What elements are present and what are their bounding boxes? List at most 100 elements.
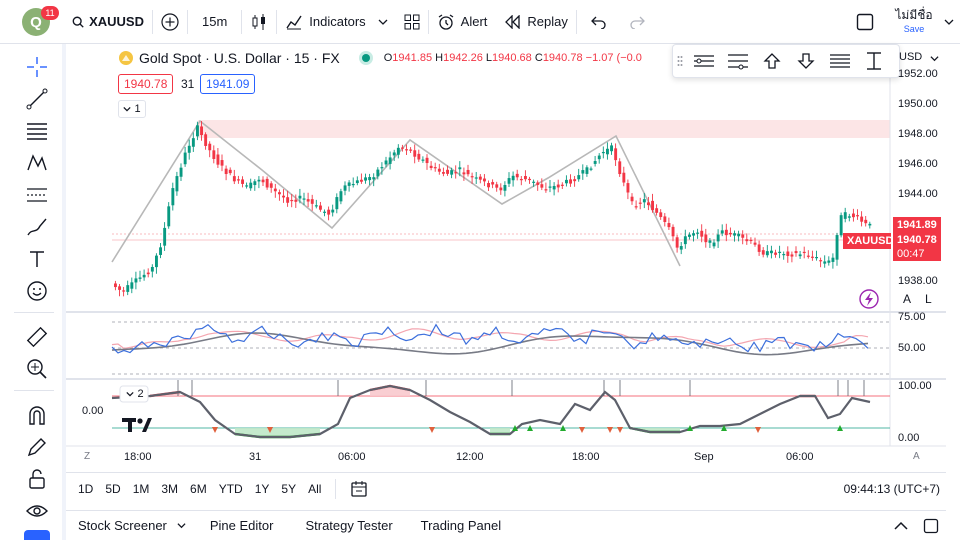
candle-body (360, 179, 363, 182)
emoji-tool[interactable] (22, 276, 52, 306)
forecast-tool[interactable] (22, 180, 52, 210)
candle-body (794, 251, 798, 254)
lock-drawings-tool[interactable] (22, 464, 52, 494)
candle-body (569, 179, 572, 184)
fib-tool[interactable] (22, 116, 52, 146)
period-6m[interactable]: 6M (190, 481, 207, 496)
magnet-tool[interactable] (22, 400, 52, 430)
goto-date-button[interactable] (344, 477, 374, 501)
currency-label[interactable]: USD (899, 51, 923, 63)
bid-price-button[interactable]: 1940.78 (118, 74, 174, 94)
price-range-button[interactable] (857, 46, 891, 76)
pattern-tool[interactable] (22, 148, 52, 178)
tab-trading-panel[interactable]: Trading Panel (409, 511, 513, 540)
time-tick-label: 18:00 (572, 451, 600, 463)
zoom-tool[interactable] (22, 354, 52, 384)
crosshair-tool[interactable] (22, 52, 52, 82)
parallel-lines-button[interactable] (823, 46, 857, 76)
clock-timezone[interactable]: 09:44:13 (UTC+7) (843, 481, 940, 496)
brush-tool[interactable] (22, 212, 52, 242)
object-tree-button[interactable] (24, 530, 50, 540)
stay-drawing-tool[interactable] (22, 432, 52, 462)
candle-body (405, 149, 408, 151)
redo-button[interactable] (621, 0, 653, 44)
range-lines-button[interactable] (721, 46, 755, 76)
symbol-search[interactable]: XAUUSD (64, 0, 152, 44)
chevron-down-icon[interactable] (930, 54, 939, 63)
trendline-tool[interactable] (22, 84, 52, 114)
price-pane[interactable] (66, 44, 946, 312)
chart-type-button[interactable] (242, 0, 276, 44)
indicators-button[interactable]: Indicators (277, 0, 395, 44)
ask-price-button[interactable]: 1941.09 (200, 74, 256, 94)
chart-canvas[interactable] (66, 44, 946, 472)
close-label: C (534, 52, 543, 64)
candle-body (839, 215, 843, 236)
drawing-toolbar (0, 44, 66, 540)
lightning-icon[interactable] (859, 289, 879, 309)
period-1d[interactable]: 1D (78, 481, 94, 496)
text-tool[interactable] (22, 244, 52, 274)
resistance-zone[interactable] (198, 120, 890, 138)
avatar-letter: Q (30, 13, 42, 31)
auto-scale-button[interactable]: A (903, 292, 912, 306)
tab-strategy-tester[interactable]: Strategy Tester (293, 511, 404, 540)
candle-body (376, 169, 380, 177)
floating-toolbar[interactable] (672, 44, 900, 78)
chevron-down-icon[interactable] (944, 17, 954, 27)
horizontal-lines-button[interactable] (687, 46, 721, 76)
hide-drawings-tool[interactable] (22, 496, 52, 526)
fullscreen-button[interactable] (840, 0, 890, 44)
period-5d[interactable]: 5D (105, 481, 121, 496)
search-icon (72, 16, 84, 28)
interval-button[interactable]: 15m (202, 14, 228, 29)
replay-button[interactable]: Replay (495, 0, 575, 44)
osc2-collapse-button[interactable] (119, 385, 149, 403)
maximize-panel-button[interactable] (916, 518, 946, 534)
arrow-up-button[interactable] (755, 46, 789, 76)
symbol-legend[interactable]: Gold Spot · U.S. Dollar · 15 · FX O1941.… (118, 50, 642, 66)
ruler-tool[interactable] (22, 322, 52, 352)
candle-body (392, 152, 396, 156)
oscillator-pane-2[interactable] (111, 380, 890, 439)
period-all[interactable]: All (308, 481, 322, 496)
period-ytd[interactable]: YTD (218, 481, 243, 496)
candle-body (577, 175, 581, 180)
layout-name-save[interactable]: ไม่มีชื่อ Save (890, 8, 938, 36)
candle-body (823, 261, 827, 264)
layouts-button[interactable] (396, 0, 428, 44)
osc2-tick-label: 0.00 (898, 432, 920, 444)
tab-stock-screener[interactable]: Stock Screener (66, 511, 198, 540)
period-5y[interactable]: 5Y (281, 481, 297, 496)
alert-button[interactable]: Alert (429, 0, 496, 44)
grid-icon (404, 14, 420, 29)
period-1y[interactable]: 1Y (254, 481, 270, 496)
period-bar: 1D 5D 1M 3M 6M YTD 1Y 5Y All 09:44:13 (UTC+7) (66, 472, 946, 504)
candle-body (765, 251, 769, 256)
drag-handle[interactable] (673, 55, 687, 67)
osc2-tick-label: 100.00 (898, 380, 932, 392)
collapse-panel-button[interactable] (886, 521, 916, 531)
legend-collapse-button[interactable]: 1 (118, 100, 146, 118)
candle-body (593, 161, 597, 164)
sell-signal-marker (429, 427, 435, 433)
timezone-z-button[interactable]: Z (84, 451, 91, 462)
candle-body (155, 255, 158, 268)
candle-body (343, 185, 347, 191)
period-1m[interactable]: 1M (132, 481, 150, 496)
zigzag-line[interactable] (111, 119, 681, 267)
period-3m[interactable]: 3M (161, 481, 179, 496)
sell-signal-marker (607, 427, 613, 433)
compare-button[interactable] (153, 0, 187, 44)
osc2-collapse-label[interactable]: 2 (122, 387, 148, 401)
undo-button[interactable] (577, 0, 621, 44)
candle-body (507, 178, 511, 184)
log-scale-button[interactable]: L (925, 292, 932, 306)
oscillator-pane-1[interactable] (111, 321, 890, 375)
change-value: −1.07 (−0.0 (585, 52, 642, 64)
osc2-collapse-count: 2 (137, 388, 144, 400)
arrow-down-button[interactable] (789, 46, 823, 76)
axis-a-button[interactable]: A (913, 451, 920, 462)
tab-pine-editor[interactable]: Pine Editor (198, 511, 286, 540)
